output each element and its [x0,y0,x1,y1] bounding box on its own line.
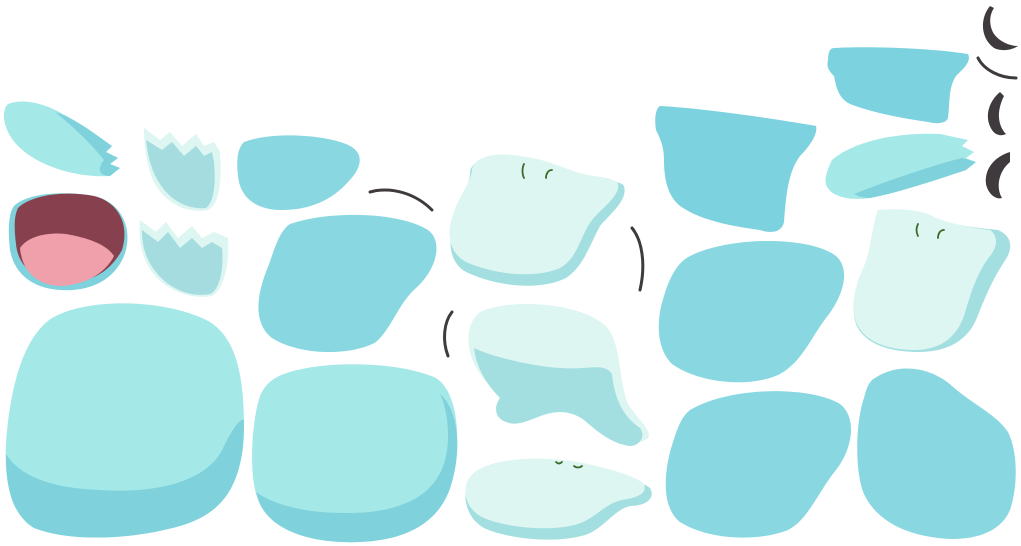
belly-top [449,154,625,286]
body-lower-right [857,368,1016,539]
belly-mid [468,303,649,446]
body-round [252,364,458,543]
body-lower-mid [665,391,852,538]
tail-fin-left [3,101,121,177]
belly-bottom [465,458,652,540]
hat-large [655,106,817,232]
head-right [658,241,845,383]
body-big-left [5,303,244,538]
crown-fin-bottom [139,220,229,297]
tail-fin-right [825,133,976,199]
hat-small [827,47,969,124]
arc-strokes [368,6,1018,358]
head-small [237,135,360,210]
belly-right [853,209,1011,352]
open-mouth [8,193,128,291]
crown-fin-top [144,128,221,211]
head-large [258,214,437,353]
